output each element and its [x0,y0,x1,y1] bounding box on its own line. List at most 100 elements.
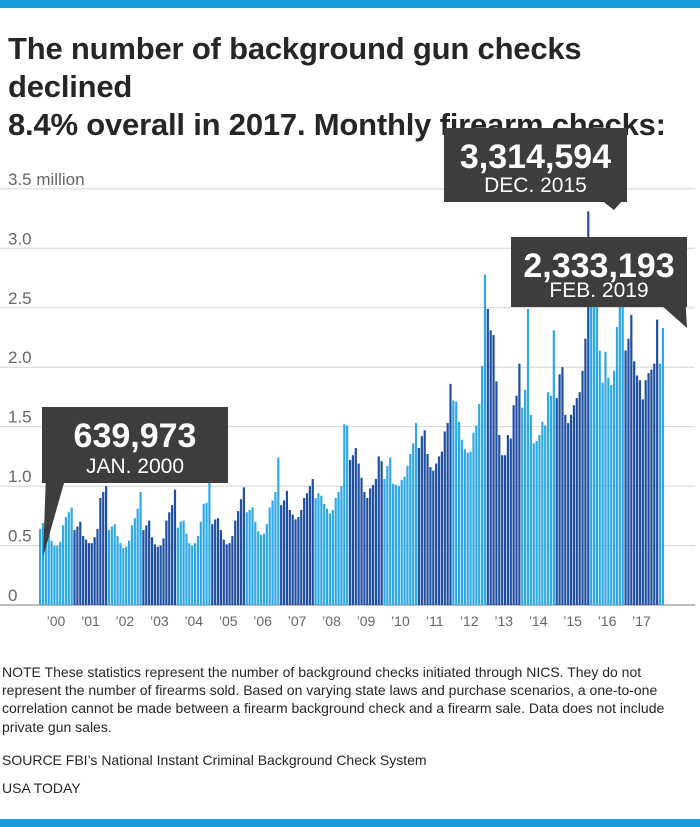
bar [328,513,332,605]
bar [403,476,406,605]
bar [417,448,421,605]
bar [248,509,251,605]
bar [412,443,415,605]
bar [271,500,274,605]
x-tick-label: ’08 [322,613,341,629]
bar [371,484,375,605]
bar [363,492,366,605]
bar [538,434,541,605]
bar [541,421,544,605]
bar [432,470,435,605]
bar [383,478,386,605]
bar [406,465,409,605]
bar [314,497,317,605]
bar-chart: 0 0.5 1.0 1.5 2.0 2.5 3.0 3.5 million ’00 ’01 ’02… [0,128,695,629]
bar [590,302,593,605]
bar [627,338,630,605]
x-tick-label: ’12 [460,613,479,629]
bar [237,511,240,605]
bar [165,520,168,605]
bar [521,407,524,605]
bar [50,540,53,605]
x-tick-label: ’02 [116,613,135,629]
bar [265,524,268,605]
x-tick-label: ’16 [598,613,617,629]
x-tick-label: ’15 [563,613,582,629]
bar [257,531,260,605]
bar [76,526,79,605]
bar [360,477,363,605]
callout-pointer [601,200,623,210]
bars [39,211,664,606]
bar [262,533,266,605]
bar [300,509,303,605]
bar [305,493,309,605]
bar [334,497,337,605]
bar [133,518,136,605]
x-tick-label: ’10 [391,613,410,629]
bar [512,405,515,605]
bar [110,526,113,605]
bar [116,536,119,605]
bar [440,451,443,605]
bar [245,512,248,605]
bar [343,424,346,605]
y-tick-label: 0 [8,586,17,605]
x-tick-label: ’03 [150,613,169,629]
bar [618,300,621,605]
bar [561,367,564,605]
bar [601,382,604,605]
bar [222,539,225,605]
bar [503,455,507,605]
bar [613,370,616,605]
y-axis-ticks: 0 0.5 1.0 1.5 2.0 2.5 3.0 3.5 million [8,170,85,605]
callout-value: 2,333,193 [523,247,674,285]
bar [455,401,458,605]
x-tick-label: ’14 [529,613,548,629]
bar [67,512,70,605]
bar [546,392,550,605]
bar [188,543,191,605]
bar [650,369,653,605]
bar [219,530,223,605]
bar [575,398,578,605]
bar [331,509,334,605]
bar [644,380,647,605]
bar [107,530,111,605]
bar [199,521,202,605]
bar [581,370,584,605]
bar [351,455,355,605]
bar [73,530,76,605]
bar [173,489,177,605]
x-tick-label: ’01 [81,613,100,629]
bar [478,404,481,605]
bar [420,436,423,605]
bar [102,492,105,605]
bar [598,350,601,605]
bar [308,486,311,605]
x-tick-label: ’05 [219,613,238,629]
bar [535,440,538,605]
bar [41,522,45,605]
bar [572,405,576,605]
callout-value: 639,973 [74,417,197,455]
bar [185,533,188,605]
bar [130,525,134,605]
bar [84,539,88,605]
bar [294,519,297,605]
bar [297,517,300,605]
bar [39,528,42,605]
bar [624,350,627,605]
bar [145,525,148,605]
bar [56,545,59,605]
bar [122,547,125,605]
bar [47,531,50,605]
bar [653,363,656,605]
bar [239,499,243,605]
bar [61,525,65,605]
bar [595,305,598,605]
bar [320,495,323,605]
bar [544,425,547,605]
x-tick-label: ’09 [357,613,376,629]
